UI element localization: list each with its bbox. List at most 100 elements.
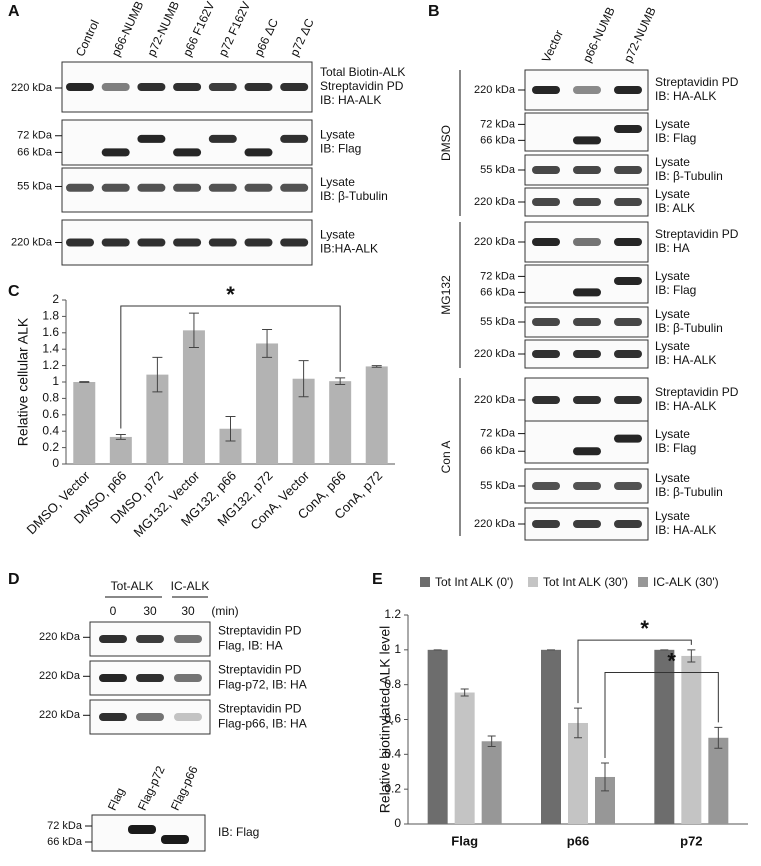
band xyxy=(614,276,642,285)
marker-label: 72 kDa xyxy=(480,428,516,440)
band xyxy=(573,198,601,206)
y-tick-label: 0.6 xyxy=(42,407,59,421)
band xyxy=(101,238,130,247)
marker-label: 220 kDa xyxy=(39,631,81,643)
band xyxy=(614,520,642,528)
bar xyxy=(681,655,702,824)
bar xyxy=(454,692,475,824)
y-tick-label: 2 xyxy=(52,292,59,306)
blot-caption: Streptavidin PD xyxy=(218,663,302,677)
band xyxy=(244,183,273,192)
band xyxy=(280,83,309,91)
error-bar xyxy=(79,381,90,383)
header: Tot-ALK xyxy=(111,579,154,593)
band xyxy=(573,318,601,326)
y-tick-label: 0.8 xyxy=(42,391,59,405)
y-axis-label: Relative cellular ALK xyxy=(15,317,31,446)
band xyxy=(280,183,309,192)
blot-caption: IB: β-Tubulin xyxy=(320,189,388,203)
blot-caption: Streptavidin PD xyxy=(218,624,302,638)
marker-label: 66 kDa xyxy=(47,836,83,848)
bar xyxy=(654,649,675,824)
group-label: DMSO xyxy=(439,125,453,161)
blot-caption: IB: Flag xyxy=(655,131,696,145)
blot-caption: Flag, IB: HA xyxy=(218,639,283,653)
band xyxy=(173,183,202,192)
y-tick-label: 0.2 xyxy=(42,440,59,454)
panel-label: C xyxy=(8,283,20,300)
time-label: 30 xyxy=(181,604,195,618)
column-label: Flag xyxy=(105,786,128,813)
bar xyxy=(708,737,729,824)
band xyxy=(244,148,273,157)
band xyxy=(573,136,601,145)
band xyxy=(66,183,94,192)
blot-caption: Lysate xyxy=(655,117,690,131)
bar xyxy=(219,428,242,464)
x-tick-label: DMSO, Vector xyxy=(23,467,93,537)
band xyxy=(614,482,642,490)
band xyxy=(66,83,94,91)
marker-label: 66 kDa xyxy=(480,134,516,146)
error-bar xyxy=(714,726,723,749)
blot-caption: IB: HA-ALK xyxy=(655,399,716,413)
x-tick-label: Flag xyxy=(451,833,478,848)
band xyxy=(532,86,560,94)
error-bar xyxy=(487,735,496,747)
band xyxy=(173,238,202,247)
y-tick-label: 0 xyxy=(52,456,59,470)
y-tick-label: 1.8 xyxy=(42,309,59,323)
y-tick-label: 0.2 xyxy=(384,781,401,795)
bar xyxy=(182,330,205,464)
y-tick-label: 1.2 xyxy=(42,358,59,372)
column-label: p72-NUMB xyxy=(621,5,659,65)
band xyxy=(173,83,202,91)
marker-label: 72 kDa xyxy=(17,130,53,142)
marker-label: 220 kDa xyxy=(474,84,516,96)
blot xyxy=(61,119,313,166)
time-label: (min) xyxy=(211,604,238,618)
y-tick-label: 0.8 xyxy=(384,677,401,691)
marker-label: 55 kDa xyxy=(17,180,53,192)
error-bar xyxy=(371,365,382,368)
band xyxy=(614,318,642,326)
x-tick-label: p72 xyxy=(680,833,702,848)
marker-label: 72 kDa xyxy=(47,820,83,832)
blot-caption: Lysate xyxy=(655,187,690,201)
band xyxy=(161,835,189,844)
column-label: p66-NUMB xyxy=(109,0,147,59)
blot xyxy=(524,420,649,464)
marker-label: 66 kDa xyxy=(480,445,516,457)
blot-caption: IB: Flag xyxy=(655,441,696,455)
column-label: Flag-p72 xyxy=(135,763,168,812)
band xyxy=(614,198,642,206)
band xyxy=(280,238,309,247)
panel-label: E xyxy=(372,571,383,588)
marker-label: 220 kDa xyxy=(39,709,81,721)
time-label: 0 xyxy=(110,604,117,618)
band xyxy=(532,198,560,206)
blot-caption: IB: β-Tubulin xyxy=(655,485,723,499)
band xyxy=(137,134,166,143)
band xyxy=(573,238,601,246)
bar xyxy=(595,776,615,824)
band xyxy=(614,86,642,94)
marker-label: 220 kDa xyxy=(474,236,516,248)
band xyxy=(614,238,642,246)
band xyxy=(174,635,202,643)
bar xyxy=(541,649,561,824)
band xyxy=(136,635,164,643)
blot-caption: Lysate xyxy=(655,307,690,321)
panel-label: D xyxy=(8,571,20,588)
marker-label: 220 kDa xyxy=(474,348,516,360)
band xyxy=(208,83,237,91)
blot-caption: IB: ALK xyxy=(655,201,695,215)
blot-caption: IB: HA-ALK xyxy=(655,523,716,537)
marker-label: 72 kDa xyxy=(480,118,516,130)
error-bar xyxy=(262,329,273,358)
band xyxy=(532,482,560,490)
blot-caption: Streptavidin PD xyxy=(655,227,739,241)
y-tick-label: 0.4 xyxy=(384,747,401,761)
error-bar xyxy=(574,707,582,739)
